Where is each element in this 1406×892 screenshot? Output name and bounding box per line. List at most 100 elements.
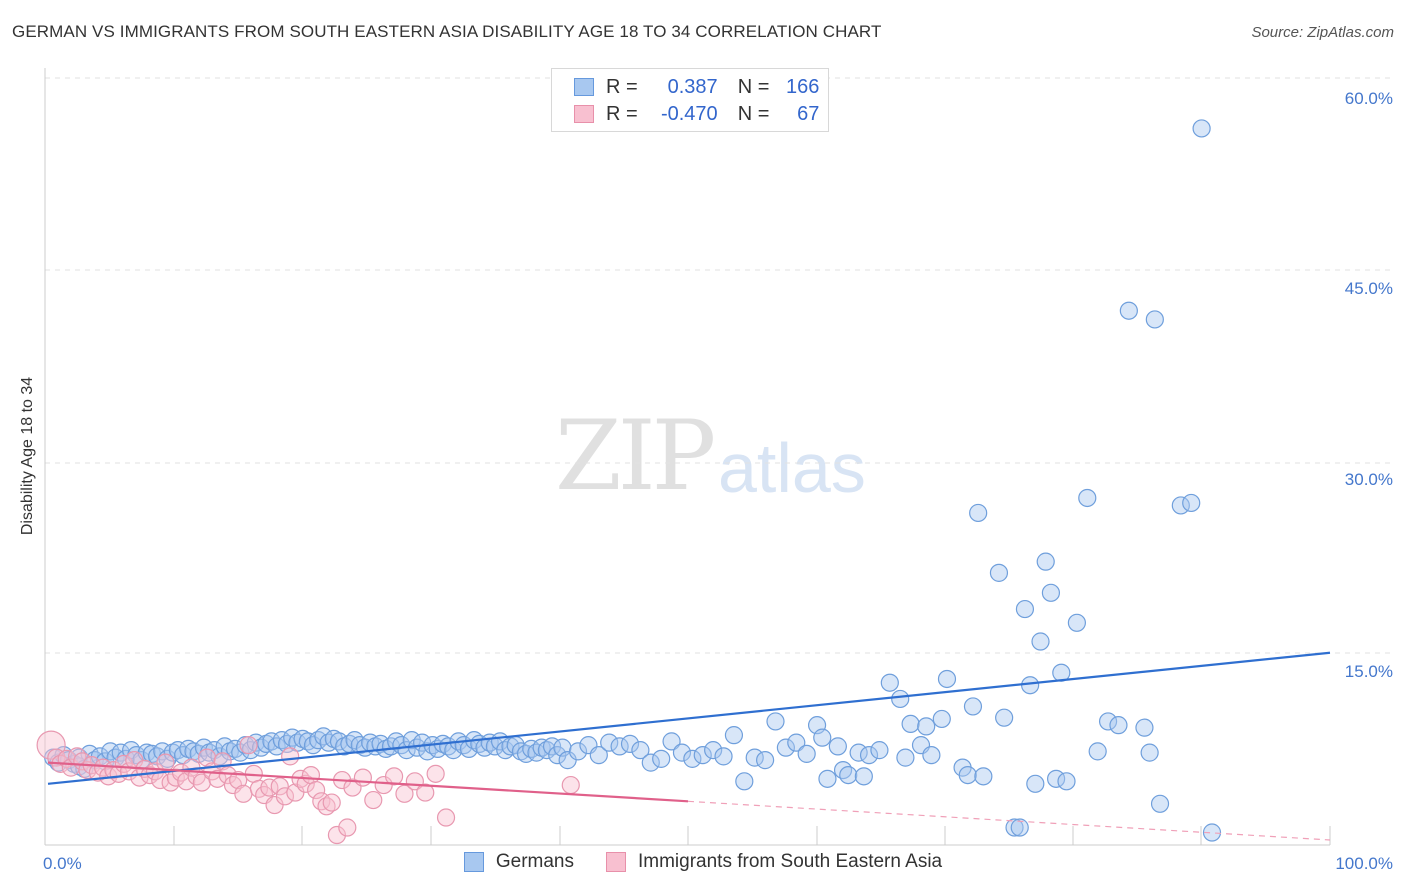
point-germans bbox=[1171, 496, 1190, 515]
point-germans bbox=[600, 733, 619, 752]
point-immigrants bbox=[364, 790, 383, 810]
point-germans bbox=[652, 749, 671, 768]
point-germans bbox=[891, 689, 910, 709]
point-immigrants bbox=[322, 793, 341, 812]
point-germans bbox=[345, 731, 364, 750]
correlation-legend: R = 0.387 N = 166 R = -0.470 N = 67 bbox=[551, 68, 829, 132]
gridlines bbox=[45, 77, 1395, 654]
point-germans bbox=[896, 748, 915, 767]
point-germans bbox=[371, 734, 390, 753]
point-germans bbox=[958, 765, 977, 785]
point-germans bbox=[776, 738, 795, 757]
point-immigrants bbox=[307, 780, 326, 800]
point-immigrants bbox=[416, 783, 435, 802]
watermark-zip: ZIP bbox=[555, 400, 716, 512]
point-immigrants bbox=[384, 767, 404, 786]
chart-title: GERMAN VS IMMIGRANTS FROM SOUTH EASTERN … bbox=[12, 22, 882, 41]
point-germans bbox=[813, 728, 832, 747]
point-germans bbox=[797, 744, 816, 763]
point-germans bbox=[641, 753, 660, 772]
series-germans-points bbox=[44, 119, 1222, 842]
y-tick-label: 15.0% bbox=[1345, 662, 1393, 681]
point-immigrants bbox=[436, 808, 456, 827]
point-germans bbox=[392, 736, 411, 755]
point-germans bbox=[527, 743, 546, 762]
point-germans bbox=[1078, 488, 1097, 508]
point-germans bbox=[704, 741, 723, 760]
point-germans bbox=[839, 765, 858, 785]
point-immigrants bbox=[239, 736, 258, 755]
point-immigrants bbox=[275, 787, 295, 806]
point-germans bbox=[1047, 769, 1066, 788]
point-germans bbox=[1015, 599, 1035, 619]
tick-labels: 15.0% 30.0% 45.0% 60.0% 0.0% 100.0% bbox=[43, 89, 1393, 873]
point-germans bbox=[1036, 552, 1055, 571]
legend-r-label: R = bbox=[606, 102, 638, 125]
point-germans bbox=[1098, 712, 1118, 731]
point-germans bbox=[1145, 310, 1164, 329]
point-germans bbox=[1010, 818, 1029, 837]
point-immigrants bbox=[36, 730, 66, 760]
trend-line-immigrants-extrapolated bbox=[687, 800, 1331, 841]
y-tick-label: 45.0% bbox=[1345, 279, 1393, 298]
axes bbox=[44, 68, 1331, 846]
point-immigrants bbox=[338, 818, 357, 837]
point-immigrants bbox=[281, 747, 300, 766]
point-germans bbox=[714, 747, 733, 766]
point-germans bbox=[937, 669, 957, 689]
point-germans bbox=[631, 741, 650, 760]
point-germans bbox=[963, 697, 983, 716]
point-immigrants bbox=[208, 769, 227, 788]
point-germans bbox=[922, 746, 941, 765]
point-germans bbox=[989, 563, 1009, 582]
trend-line-immigrants bbox=[47, 761, 689, 803]
point-germans bbox=[880, 673, 899, 692]
point-immigrants bbox=[426, 764, 445, 783]
point-germans bbox=[932, 709, 951, 729]
point-germans bbox=[693, 746, 712, 765]
point-germans bbox=[1192, 119, 1211, 138]
point-germans bbox=[1041, 583, 1061, 602]
point-germans bbox=[589, 746, 608, 765]
legend-row-immigrants: R = -0.470 N = 67 bbox=[552, 100, 819, 128]
point-germans bbox=[974, 767, 993, 786]
point-germans bbox=[828, 737, 847, 756]
point-germans bbox=[1202, 823, 1222, 842]
point-immigrants bbox=[88, 763, 107, 782]
point-germans bbox=[1135, 718, 1154, 737]
point-germans bbox=[1150, 794, 1170, 813]
point-germans bbox=[849, 743, 868, 762]
legend-label-germans: Germans bbox=[495, 851, 574, 872]
legend-n-label: N = bbox=[737, 102, 770, 125]
point-germans bbox=[969, 503, 988, 523]
legend-row-germans: R = 0.387 N = 166 bbox=[552, 73, 819, 101]
watermark-atlas: atlas bbox=[718, 429, 866, 507]
point-germans bbox=[995, 708, 1014, 727]
point-germans bbox=[833, 760, 853, 780]
point-germans bbox=[735, 772, 754, 791]
legend-swatch-germans bbox=[574, 78, 594, 96]
point-germans bbox=[568, 742, 588, 761]
point-immigrants bbox=[166, 768, 185, 787]
legend-label-immigrants: Immigrants from South Eastern Asia bbox=[638, 851, 943, 872]
legend-item-germans: Germans bbox=[463, 851, 574, 873]
point-immigrants bbox=[93, 758, 113, 777]
x-tick-label: 100.0% bbox=[1335, 854, 1393, 873]
point-immigrants bbox=[561, 775, 580, 795]
legend-n-value: 67 bbox=[797, 102, 820, 125]
point-immigrants bbox=[353, 768, 373, 787]
point-germans bbox=[1067, 613, 1086, 632]
point-germans bbox=[683, 749, 702, 768]
point-germans bbox=[901, 714, 920, 734]
point-germans bbox=[1026, 774, 1045, 793]
point-germans bbox=[854, 767, 873, 786]
point-germans bbox=[859, 746, 879, 765]
point-germans bbox=[917, 717, 936, 736]
trend-line-germans bbox=[47, 651, 1331, 785]
legend-swatch-immigrants bbox=[606, 852, 626, 872]
point-immigrants bbox=[234, 784, 253, 803]
point-germans bbox=[870, 741, 889, 760]
point-germans bbox=[1021, 676, 1040, 695]
legend-swatch-germans bbox=[463, 852, 484, 872]
